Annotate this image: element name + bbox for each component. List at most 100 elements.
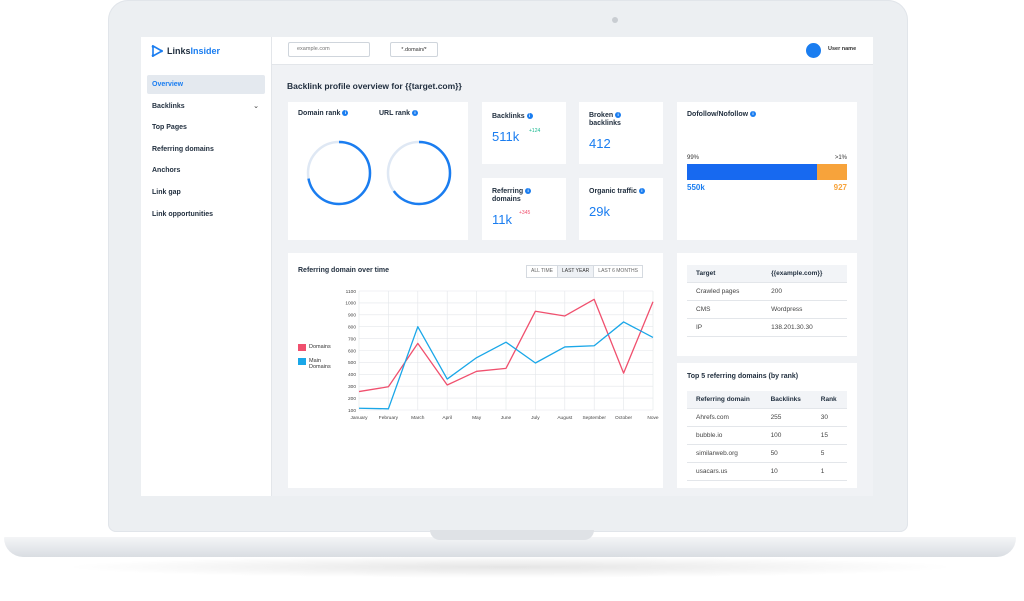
target-card: Target {{example.com}} Crawled pages 200 … [677, 253, 857, 356]
logo-icon [151, 45, 163, 57]
y-tick-label: 1000 [345, 301, 356, 307]
table-cell: 50 [761, 444, 812, 463]
x-tick-label: May [472, 415, 482, 421]
top-referring-title: Top 5 referring domains (by rank) [687, 373, 799, 380]
table-row: similarweb.org 50 5 [687, 444, 847, 463]
sidebar-item-overview[interactable]: Overview [147, 75, 265, 94]
table-row: usacars.us 10 1 [687, 462, 847, 481]
x-tick-label: October [615, 415, 632, 421]
table-header-row: Target {{example.com}} [687, 265, 847, 283]
series-line-main-domains [358, 321, 654, 410]
organic-traffic-title: Organic traffic i [589, 188, 645, 195]
sidebar-item-label: Link gap [152, 188, 181, 196]
user-name[interactable]: User name [828, 46, 857, 52]
table-cell: Crawled pages [687, 282, 763, 301]
x-tick-label: Nove [647, 415, 659, 421]
x-tick-label: September [582, 415, 606, 421]
target-value: {{example.com}} [762, 265, 847, 283]
nofollow-bar-fill [816, 164, 847, 180]
x-tick-label: January [350, 415, 368, 421]
sidebar: LinksInsider Overview Backlinks ⌄ Top Pag… [141, 37, 272, 496]
referring-domains-delta: +345 [519, 210, 531, 216]
chart-title: Referring domain over time [298, 267, 390, 274]
line-chart: 100 200 300 400 500 600 700 800 900 1000 1100 Janua… [345, 289, 659, 421]
laptop-notch [430, 530, 594, 540]
gauge-fill [386, 140, 452, 206]
avatar[interactable] [806, 43, 821, 58]
y-tick-label: 100 [348, 408, 356, 414]
y-tick-label: 800 [348, 325, 356, 331]
sidebar-item-backlinks[interactable]: Backlinks ⌄ [147, 97, 265, 116]
sidebar-item-label: Backlinks [152, 102, 185, 110]
backlinks-value: 511k [492, 129, 520, 144]
sidebar-item-label: Link opportunities [152, 210, 214, 218]
backlinks-title: Backlinks i [492, 113, 533, 120]
broken-backlinks-title: Broken i backlinks [589, 112, 622, 127]
series-line-domains [358, 298, 654, 393]
url-rank-gauge [386, 140, 452, 206]
sidebar-item-label: Referring domains [152, 145, 214, 153]
info-icon[interactable]: i [412, 110, 418, 117]
table-cell: 255 [761, 408, 812, 427]
page-title: Backlink profile overview for {{target.c… [287, 81, 462, 91]
mode-select[interactable]: *.domain/* [390, 42, 438, 57]
legend-domains: Domains [298, 344, 331, 351]
y-tick-label: 200 [348, 396, 356, 402]
y-tick-label: 500 [348, 360, 356, 366]
domain-rank-gauge [306, 140, 372, 206]
x-tick-label: August [557, 415, 573, 421]
app-screen: LinksInsider Overview Backlinks ⌄ Top Pag… [141, 37, 873, 496]
table-cell[interactable]: usacars.us [687, 462, 762, 481]
table-cell: 138.201.30.30 [762, 318, 847, 337]
table-cell[interactable]: bubble.io [687, 426, 762, 445]
dofollow-bar [687, 164, 847, 180]
info-icon[interactable]: i [750, 111, 757, 118]
legend-label: Main Domains [309, 358, 331, 370]
y-tick-label: 1100 [346, 289, 357, 295]
table-cell[interactable]: similarweb.org [687, 444, 762, 463]
sidebar-item-link-opportunities[interactable]: Link opportunities [147, 205, 265, 224]
search-input[interactable] [288, 42, 370, 57]
app-logo[interactable]: LinksInsider [151, 45, 220, 57]
period-last-6-months[interactable]: LAST 6 MONTHS [598, 268, 638, 274]
rank-card: Domain rank i URL rank i [288, 102, 468, 240]
x-tick-label: July [531, 415, 540, 421]
period-last-year[interactable]: LAST YEAR [557, 266, 595, 277]
table-header-row: Referring domain Backlinks Rank [687, 391, 847, 409]
sidebar-item-anchors[interactable]: Anchors [147, 161, 265, 180]
legend-main-domains: Main Domains [298, 358, 339, 370]
url-rank-title: URL rank i [379, 110, 418, 117]
table-cell: 10 [761, 462, 812, 481]
info-icon[interactable]: i [525, 188, 532, 195]
info-icon[interactable]: i [526, 113, 533, 120]
period-all-time[interactable]: ALL TIME [527, 266, 558, 277]
sidebar-item-top-pages[interactable]: Top Pages [147, 118, 265, 137]
info-icon[interactable]: i [638, 188, 645, 195]
target-table: Target {{example.com}} Crawled pages 200 … [687, 265, 847, 337]
laptop-base [4, 537, 1016, 557]
target-label: Target [687, 265, 763, 283]
info-icon[interactable]: i [342, 110, 349, 117]
table-cell: IP [687, 318, 763, 337]
organic-traffic-value: 29k [589, 204, 610, 219]
table-cell: 15 [811, 426, 847, 445]
x-tick-label: April [442, 415, 452, 421]
sidebar-item-referring-domains[interactable]: Referring domains [147, 140, 265, 159]
table-row: Crawled pages 200 [687, 282, 847, 301]
sidebar-item-label: Top Pages [152, 124, 187, 132]
info-icon[interactable]: i [615, 112, 622, 119]
chevron-down-icon: ⌄ [253, 102, 259, 110]
table-row: IP 138.201.30.30 [687, 318, 847, 337]
sidebar-item-link-gap[interactable]: Link gap [147, 183, 265, 202]
sidebar-nav: Overview Backlinks ⌄ Top Pages Referring … [147, 75, 265, 226]
app-name: LinksInsider [167, 46, 221, 56]
backlinks-card: Backlinks i 511k +124 [482, 102, 566, 164]
gauge-fill [306, 140, 372, 206]
sidebar-item-label: Anchors [152, 167, 181, 175]
table-cell: Wordpress [762, 300, 847, 319]
y-tick-label: 300 [348, 384, 356, 390]
camera-dot [612, 17, 618, 23]
nofollow-value: 927 [833, 183, 847, 192]
table-cell[interactable]: Ahrefs.com [687, 408, 762, 427]
column-header: Backlinks [761, 391, 812, 409]
